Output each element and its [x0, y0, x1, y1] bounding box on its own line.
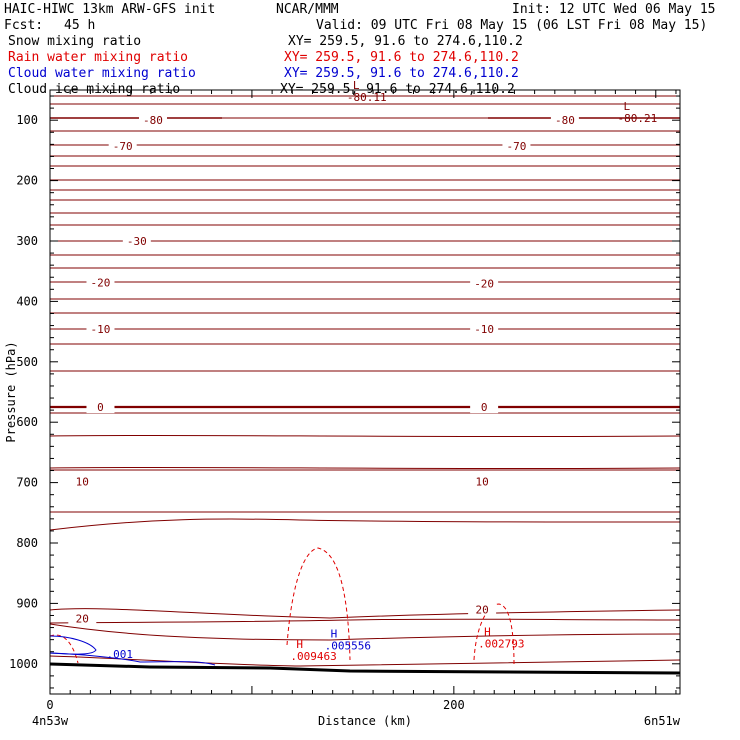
- field-xy-rain: XY= 259.5, 91.6 to 274.6,110.2: [284, 50, 519, 65]
- label-bg: [470, 322, 499, 336]
- x-tick-label: 0: [46, 698, 53, 712]
- y-axis-label: Pressure (hPa): [4, 341, 18, 442]
- label-bg: [68, 611, 97, 625]
- contour-label: 20: [76, 613, 89, 626]
- field-name-cloud-water: Cloud water mixing ratio: [8, 66, 196, 81]
- y-tick-label: 900: [16, 596, 38, 610]
- contour-label: -80: [555, 114, 575, 127]
- cloud-water-contour: [49, 652, 216, 666]
- fcst-value: 45 h: [64, 18, 96, 33]
- field-xy-cloud-ice: XY= 259.5, 91.6 to 274.6,110.2: [280, 82, 515, 97]
- x-tick-label: 200: [443, 698, 465, 712]
- model-title: HAIC-HIWC 13km ARW-GFS init: [4, 2, 216, 17]
- endpoint-left: 4n53w: [32, 714, 69, 728]
- high-marker: H: [331, 627, 338, 640]
- field-name-snow: Snow mixing ratio: [8, 34, 142, 49]
- y-tick-label: 1000: [9, 657, 38, 671]
- contour-label: -70: [113, 140, 133, 153]
- y-tick-label: 400: [16, 294, 38, 308]
- isotherm-line: [49, 618, 681, 624]
- low-marker: L: [623, 100, 630, 113]
- endpoint-right: 6n51w: [644, 714, 681, 728]
- label-bg: [138, 113, 167, 127]
- contour-label: 10: [475, 475, 488, 488]
- extremum-value: .005556: [325, 639, 371, 652]
- extremum-value: -80.21: [617, 112, 657, 125]
- isotherm-line: [49, 623, 681, 641]
- x-axis-label: Distance (km): [318, 714, 412, 728]
- contour-label: 10: [76, 475, 89, 488]
- label-bg: [468, 474, 497, 488]
- y-tick-label: 200: [16, 174, 38, 188]
- y-tick-label: 700: [16, 476, 38, 490]
- contour-label: -70: [507, 140, 527, 153]
- contour-label: -30: [127, 235, 147, 248]
- cloud-water-label: .001: [107, 648, 133, 661]
- init-time: Init: 12 UTC Wed 06 May 15: [512, 2, 716, 17]
- label-bg: [468, 602, 497, 616]
- rain-contour: [286, 547, 351, 661]
- fcst-label: Fcst:: [4, 18, 44, 33]
- cloud-water-contour: [49, 635, 97, 655]
- contour-label: -10: [91, 323, 111, 336]
- y-tick-label: 800: [16, 536, 38, 550]
- label-bg: [86, 400, 115, 414]
- label-bg: [502, 139, 531, 153]
- plot-frame: [49, 89, 681, 695]
- org-label: NCAR/MMM: [276, 2, 339, 17]
- terrain-line: [49, 662, 681, 675]
- cloud-water-contours: [49, 635, 216, 666]
- isotherm-line: [49, 518, 681, 531]
- contour-label: 0: [97, 401, 104, 414]
- temperature-contours: [49, 95, 681, 667]
- label-bg: [550, 113, 579, 127]
- low-marker: L: [353, 79, 360, 92]
- label-bg: [86, 322, 115, 336]
- rain-contour: [49, 634, 79, 664]
- contour-label: -80: [143, 114, 163, 127]
- label-bg: [68, 474, 97, 488]
- terrain-surface: [49, 662, 681, 675]
- label-bg: [470, 276, 499, 290]
- rain-contour: [473, 603, 515, 666]
- label-bg: [122, 234, 151, 247]
- contour-label: 0: [481, 401, 488, 414]
- label-bg: [108, 139, 137, 153]
- high-marker: H: [296, 638, 303, 651]
- contour-labels: -80 -80-70 -70-30-20 -20-10 -100 010 102020L-8…: [68, 79, 657, 663]
- rain-water-contours: [49, 547, 515, 666]
- axis-ticks: [50, 90, 680, 694]
- isotherm-line: [49, 608, 681, 619]
- y-tick-label: 100: [16, 113, 38, 127]
- extremum-value: -80.11: [347, 91, 387, 104]
- contour-label: -20: [91, 277, 111, 290]
- contour-label: -20: [474, 277, 494, 290]
- isotherm-line: [49, 655, 681, 667]
- y-tick-label: 500: [16, 355, 38, 369]
- valid-time: Valid: 09 UTC Fri 08 May 15 (06 LST Fri …: [316, 18, 708, 33]
- label-bg: [86, 275, 115, 289]
- field-xy-snow: XY= 259.5, 91.6 to 274.6,110.2: [288, 34, 523, 49]
- isotherm-line: [49, 466, 681, 470]
- contour-label: 20: [475, 603, 488, 616]
- extremum-value: .002793: [478, 638, 524, 651]
- isotherm-line: [49, 434, 681, 438]
- y-tick-label: 600: [16, 415, 38, 429]
- field-xy-cloud-water: XY= 259.5, 91.6 to 274.6,110.2: [284, 66, 519, 81]
- high-marker: H: [484, 626, 491, 639]
- extremum-value: .009463: [290, 650, 336, 663]
- field-name-rain: Rain water mixing ratio: [8, 50, 189, 65]
- field-name-cloud-ice: Cloud ice mixing ratio: [8, 82, 181, 97]
- y-tick-label: 300: [16, 234, 38, 248]
- label-bg: [470, 400, 499, 414]
- contour-label: -10: [474, 323, 494, 336]
